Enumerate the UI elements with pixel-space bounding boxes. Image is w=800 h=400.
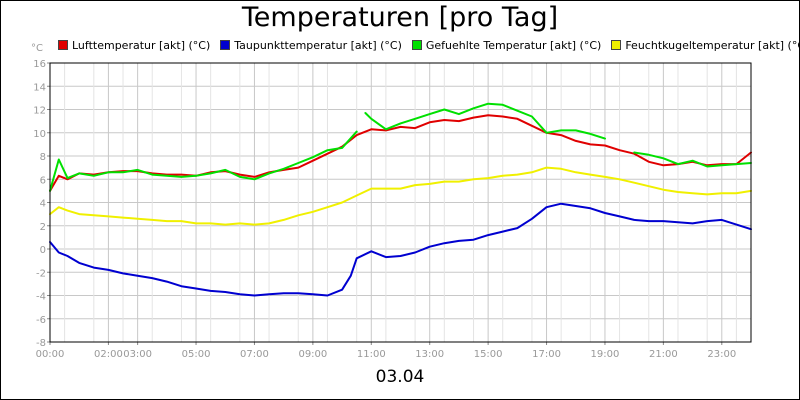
x-tick-label: 17:00 [532, 349, 561, 360]
y-tick-label: 0 [40, 245, 46, 256]
y-tick-label: 4 [40, 199, 46, 210]
legend-swatch [220, 40, 231, 50]
x-tick-label: 02:00 [94, 349, 123, 360]
y-tick-label: 10 [33, 129, 46, 140]
legend-label: Feuchtkugeltemperatur [akt] (°C) [625, 38, 800, 52]
y-tick-label: -6 [36, 315, 46, 326]
x-tick-label: 07:00 [240, 349, 269, 360]
x-tick-label: 13:00 [415, 349, 444, 360]
series-line-2 [49, 202, 752, 297]
x-tick-label: 19:00 [591, 349, 620, 360]
x-tick-label: 00:00 [36, 349, 65, 360]
x-tick-label: 09:00 [298, 349, 327, 360]
series-line-4 [49, 166, 752, 226]
x-tick-label: 23:00 [707, 349, 736, 360]
x-tick-label: 03:00 [123, 349, 152, 360]
x-tick-label: 15:00 [474, 349, 503, 360]
y-tick-label: 16 [33, 59, 46, 70]
y-tick-label: 2 [40, 222, 46, 233]
y-tick-label: -8 [36, 338, 46, 349]
y-tick-label: 12 [33, 106, 46, 117]
y-axis-label: °C [31, 43, 43, 54]
x-tick-label: 21:00 [649, 349, 678, 360]
legend-swatch [611, 40, 622, 50]
legend-item-1: Lufttemperatur [akt] (°C) [58, 37, 210, 53]
legend-swatch [58, 40, 68, 50]
series-line-1 [49, 114, 752, 192]
x-tick-label: 11:00 [357, 349, 386, 360]
y-tick-label: 6 [40, 175, 46, 186]
legend-label: Taupunkttemperatur [akt] (°C) [234, 38, 402, 52]
chart-legend: Lufttemperatur [akt] (°C) Taupunkttempera… [58, 37, 800, 53]
legend-swatch [411, 40, 422, 50]
legend-item-4: Feuchtkugeltemperatur [akt] (°C) [611, 37, 800, 53]
chart-title: Temperaturen [pro Tag] [241, 2, 559, 33]
y-tick-label: -4 [36, 292, 46, 303]
y-tick-label: -2 [36, 268, 46, 279]
legend-label: Gefuehlte Temperatur [akt] (°C) [425, 38, 602, 52]
legend-item-3: Gefuehlte Temperatur [akt] (°C) [411, 37, 602, 53]
plot-border [49, 62, 752, 343]
y-tick-label: 14 [33, 82, 46, 93]
x-tick-label: 05:00 [182, 349, 211, 360]
legend-item-2: Taupunkttemperatur [akt] (°C) [220, 37, 402, 53]
x-axis-caption: 03.04 [375, 367, 425, 387]
series-line-3 [49, 102, 752, 192]
y-tick-label: 8 [40, 152, 46, 163]
legend-label: Lufttemperatur [akt] (°C) [72, 38, 211, 52]
